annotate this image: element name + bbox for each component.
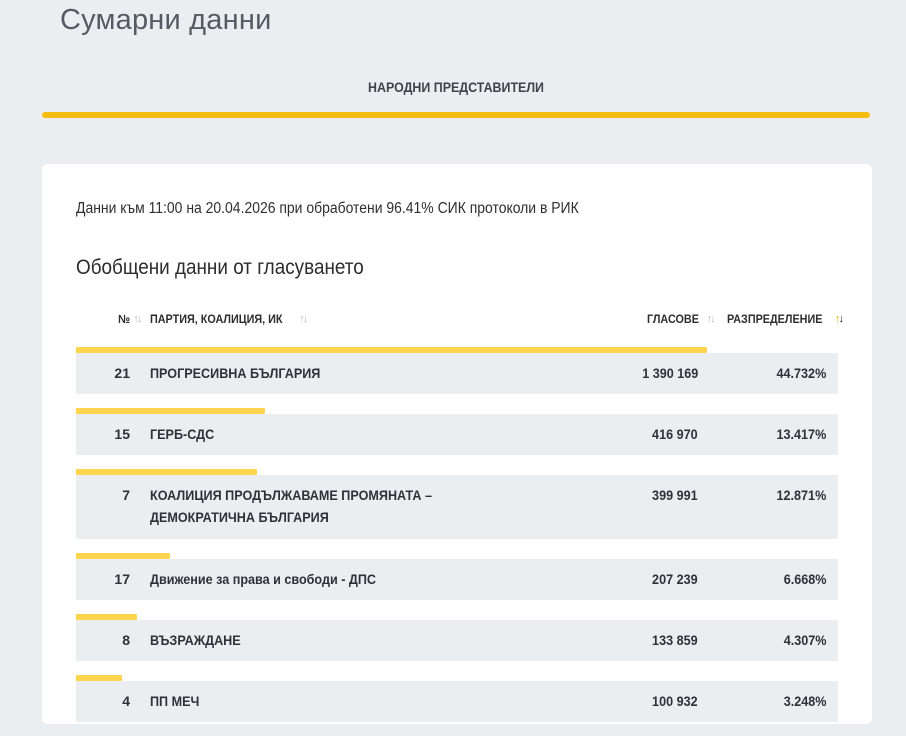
distribution-text: 12.871% bbox=[776, 487, 826, 503]
table-row: 8 ВЪЗРАЖДАНЕ 133 859 4.307% bbox=[76, 614, 840, 661]
data-timestamp-info: Данни към 11:00 на 20.04.2026 при обрабо… bbox=[76, 200, 579, 217]
party-name: ГЕРБ-СДС bbox=[150, 423, 480, 445]
active-tab-indicator bbox=[42, 112, 870, 118]
column-header-distribution-label: РАЗПРЕДЕЛЕНИЕ bbox=[727, 312, 823, 326]
table-row: 15 ГЕРБ-СДС 416 970 13.417% bbox=[76, 408, 840, 455]
column-header-party-label: ПАРТИЯ, КОАЛИЦИЯ, ИК bbox=[150, 312, 283, 326]
page-title: Сумарни данни bbox=[60, 4, 272, 36]
tab-national-representatives[interactable]: НАРОДНИ ПРЕДСТАВИТЕЛИ bbox=[42, 70, 870, 120]
votes-text: 416 970 bbox=[652, 426, 698, 442]
table-row: 7 КОАЛИЦИЯ ПРОДЪЛЖАВАМЕ ПРОМЯНАТА – ДЕМО… bbox=[76, 469, 840, 539]
distribution-value: 3.248% bbox=[779, 693, 826, 709]
column-header-number-label: № bbox=[118, 312, 131, 326]
party-number: 17 bbox=[114, 571, 130, 587]
column-header-distribution[interactable]: РАЗПРЕДЕЛЕНИЕ ↑↓ bbox=[727, 312, 844, 326]
votes-text: 207 239 bbox=[652, 571, 698, 587]
table-row: 4 ПП МЕЧ 100 932 3.248% bbox=[76, 675, 840, 722]
column-header-votes[interactable]: ГЛАСОВЕ ↑↓ bbox=[647, 312, 716, 326]
votes-value: 416 970 bbox=[647, 426, 698, 442]
table-row: 21 ПРОГРЕСИВНА БЪЛГАРИЯ 1 390 169 44.732… bbox=[76, 347, 840, 394]
distribution-text: 4.307% bbox=[783, 632, 826, 648]
distribution-value: 13.417% bbox=[771, 426, 826, 442]
votes-value: 1 390 169 bbox=[636, 365, 698, 381]
distribution-value: 44.732% bbox=[771, 365, 826, 381]
tab-label: НАРОДНИ ПРЕДСТАВИТЕЛИ bbox=[368, 80, 544, 95]
votes-text: 100 932 bbox=[652, 693, 698, 709]
votes-text: 1 390 169 bbox=[641, 365, 698, 381]
party-name-text: Движение за права и свободи - ДПС bbox=[150, 571, 377, 587]
sort-desc-active-icon[interactable]: ↑↓ bbox=[835, 313, 844, 325]
party-name: ВЪЗРАЖДАНЕ bbox=[150, 629, 480, 651]
votes-value: 399 991 bbox=[647, 487, 698, 503]
votes-text: 133 859 bbox=[652, 632, 698, 648]
party-number: 8 bbox=[122, 632, 130, 648]
share-bar bbox=[76, 553, 170, 559]
party-name-text: ВЪЗРАЖДАНЕ bbox=[150, 632, 241, 648]
column-header-number[interactable]: № ↑↓ bbox=[118, 312, 142, 326]
sort-icon[interactable]: ↑↓ bbox=[299, 313, 308, 325]
results-table: 21 ПРОГРЕСИВНА БЪЛГАРИЯ 1 390 169 44.732… bbox=[76, 347, 840, 736]
share-bar bbox=[76, 675, 122, 681]
distribution-text: 3.248% bbox=[783, 693, 826, 709]
party-name: ПРОГРЕСИВНА БЪЛГАРИЯ bbox=[150, 362, 480, 384]
party-number: 15 bbox=[114, 426, 130, 442]
share-bar bbox=[76, 408, 265, 414]
distribution-value: 4.307% bbox=[779, 632, 826, 648]
party-name: ПП МЕЧ bbox=[150, 690, 480, 712]
column-header-party[interactable]: ПАРТИЯ, КОАЛИЦИЯ, ИК ↑↓ bbox=[150, 312, 308, 326]
share-bar bbox=[76, 469, 257, 475]
distribution-value: 6.668% bbox=[779, 571, 826, 587]
votes-value: 207 239 bbox=[647, 571, 698, 587]
distribution-text: 13.417% bbox=[776, 426, 826, 442]
party-number: 4 bbox=[122, 693, 130, 709]
party-name-text: ПРОГРЕСИВНА БЪЛГАРИЯ bbox=[150, 365, 321, 381]
sort-icon[interactable]: ↑↓ bbox=[706, 313, 716, 325]
party-name-text: ГЕРБ-СДС bbox=[150, 426, 215, 442]
votes-value: 133 859 bbox=[647, 632, 698, 648]
party-number: 21 bbox=[114, 365, 130, 381]
share-bar bbox=[76, 614, 137, 620]
distribution-text: 6.668% bbox=[783, 571, 826, 587]
section-title-part-b: от гласуването bbox=[233, 256, 364, 279]
party-name-text: КОАЛИЦИЯ ПРОДЪЛЖАВАМЕ ПРОМЯНАТА – ДЕМОКР… bbox=[150, 487, 433, 525]
distribution-value: 12.871% bbox=[771, 487, 826, 503]
section-title: Обобщени данни от гласуването bbox=[76, 256, 364, 280]
table-header: № ↑↓ ПАРТИЯ, КОАЛИЦИЯ, ИК ↑↓ ГЛАСОВЕ ↑↓ … bbox=[76, 312, 844, 332]
share-bar bbox=[76, 347, 707, 353]
sort-icon[interactable]: ↑↓ bbox=[133, 313, 142, 325]
party-name: Движение за права и свободи - ДПС bbox=[150, 568, 480, 590]
table-row: 17 Движение за права и свободи - ДПС 207… bbox=[76, 553, 840, 600]
party-name-text: ПП МЕЧ bbox=[150, 693, 200, 709]
votes-value: 100 932 bbox=[647, 693, 698, 709]
party-name: КОАЛИЦИЯ ПРОДЪЛЖАВАМЕ ПРОМЯНАТА – ДЕМОКР… bbox=[150, 484, 480, 528]
column-header-votes-label: ГЛАСОВЕ bbox=[647, 312, 699, 326]
distribution-text: 44.732% bbox=[776, 365, 826, 381]
party-number: 7 bbox=[122, 487, 130, 503]
section-title-part-a: Обобщени данни bbox=[76, 256, 234, 279]
results-card: Данни към 11:00 на 20.04.2026 при обрабо… bbox=[42, 164, 872, 724]
votes-text: 399 991 bbox=[652, 487, 698, 503]
